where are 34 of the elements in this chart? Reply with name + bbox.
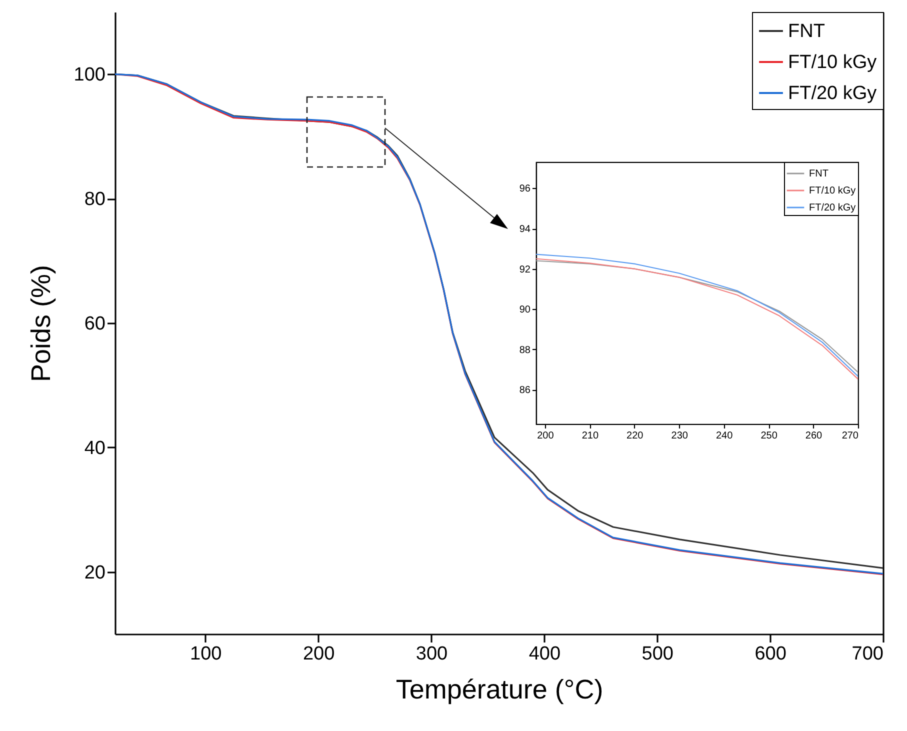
x-tick-label: 230: [671, 430, 688, 442]
x-tick-label: 300: [416, 644, 448, 664]
x-tick-label: 250: [760, 430, 778, 442]
x-axis-title: Température (°C): [396, 674, 604, 704]
x-tick-label: 200: [537, 430, 554, 442]
y-axis-title: Poids (%): [26, 264, 56, 382]
x-tick-label: 240: [716, 430, 734, 442]
x-tick-label: 400: [528, 644, 561, 664]
legend-label: FT/20 kGy: [809, 202, 856, 214]
legend-label: FT/10 kGy: [788, 52, 878, 73]
y-tick-label: 80: [84, 189, 106, 210]
legend-label: FNT: [788, 21, 826, 42]
x-tick-label: 210: [582, 430, 599, 442]
legend-label: FT/20 kGy: [788, 83, 878, 104]
y-tick-label: 100: [74, 64, 106, 86]
y-tick-label: 90: [519, 304, 531, 316]
y-tick-label: 60: [84, 314, 106, 334]
y-tick-label: 20: [84, 562, 106, 584]
x-tick-label: 200: [302, 644, 335, 664]
y-tick-label: 86: [519, 385, 531, 396]
y-tick-label: 88: [519, 344, 531, 356]
x-tick-label: 100: [190, 644, 222, 664]
x-tick-label: 700: [852, 644, 884, 664]
y-tick-label: 40: [84, 438, 106, 459]
x-tick-label: 220: [626, 430, 644, 442]
x-tick-label: 260: [805, 430, 823, 442]
y-tick-label: 96: [519, 184, 531, 195]
y-tick-label: 94: [519, 224, 531, 236]
legend-label: FT/10 kGy: [809, 186, 856, 196]
legend-label: FNT: [809, 168, 828, 180]
y-tick-label: 92: [519, 264, 531, 276]
x-tick-label: 500: [642, 644, 674, 664]
x-tick-label: 270: [842, 430, 859, 442]
x-tick-label: 600: [754, 644, 786, 664]
